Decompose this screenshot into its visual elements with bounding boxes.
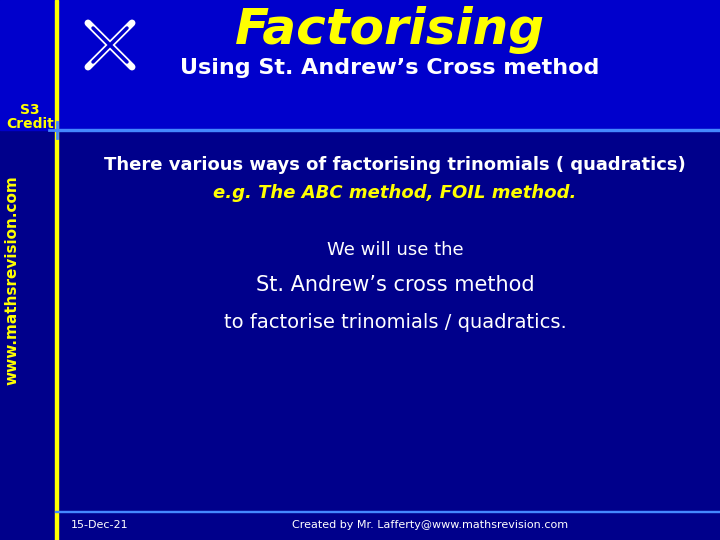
Bar (55, 129, 720, 131)
Text: to factorise trinomials / quadratics.: to factorise trinomials / quadratics. (224, 313, 567, 332)
Text: S3: S3 (20, 103, 40, 117)
Text: Created by Mr. Lafferty@www.mathsrevision.com: Created by Mr. Lafferty@www.mathsrevisio… (292, 520, 568, 530)
Text: 15-Dec-21: 15-Dec-21 (71, 520, 129, 530)
Text: Factorising: Factorising (235, 6, 545, 54)
Text: www.mathsrevision.com: www.mathsrevision.com (4, 175, 19, 385)
Text: There various ways of factorising trinomials ( quadratics): There various ways of factorising trinom… (104, 156, 686, 174)
Bar (0, 0, 720, 130)
Text: St. Andrew’s cross method: St. Andrew’s cross method (256, 275, 534, 295)
Text: Using St. Andrew’s Cross method: Using St. Andrew’s Cross method (180, 58, 600, 78)
Text: e.g. The ABC method, FOIL method.: e.g. The ABC method, FOIL method. (213, 184, 577, 202)
Bar (55, 510, 720, 512)
Text: Credit: Credit (6, 117, 54, 131)
Bar (55, 0, 58, 540)
Text: We will use the: We will use the (327, 241, 463, 259)
